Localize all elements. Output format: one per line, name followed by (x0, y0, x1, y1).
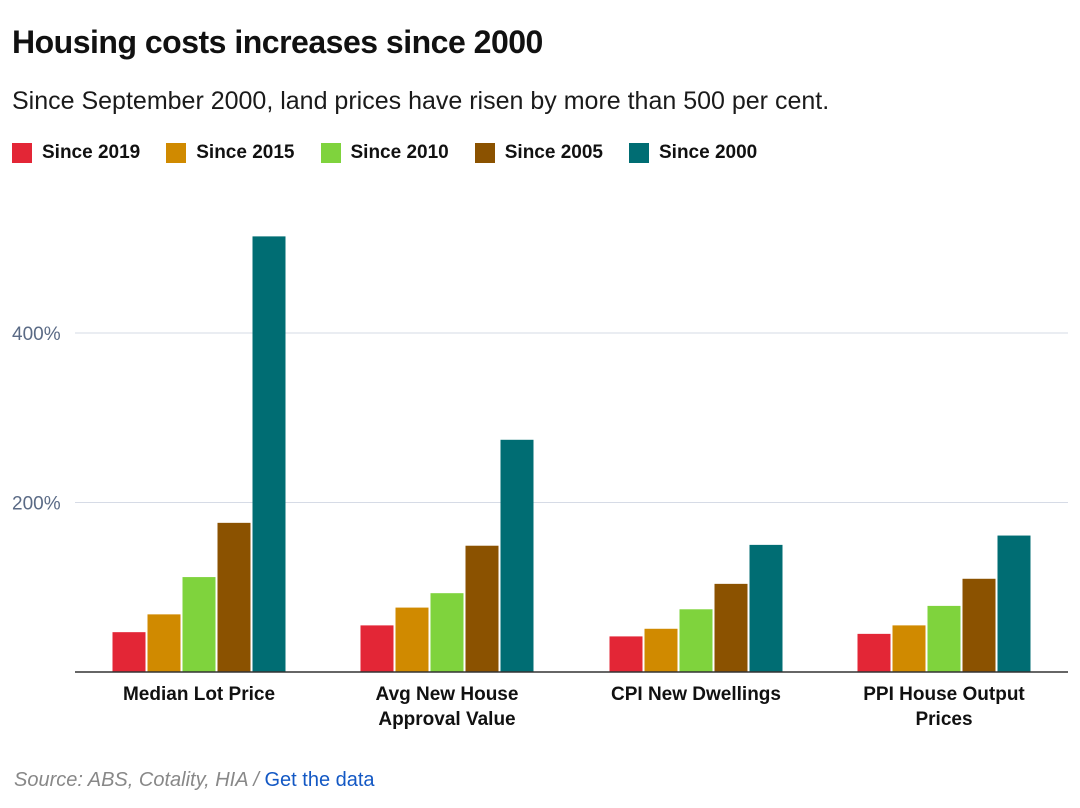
legend-swatch-since-2010 (320, 143, 341, 163)
get-the-data-link[interactable]: Get the data (264, 769, 375, 791)
bar (892, 625, 926, 672)
bar (430, 593, 464, 672)
bar (644, 628, 678, 672)
bar (609, 636, 643, 672)
legend-item-since-2005: Since 2005 (474, 142, 603, 164)
legend-label: Since 2005 (504, 142, 603, 163)
bar (182, 577, 216, 672)
bar (749, 544, 783, 672)
legend: Since 2019 Since 2015 Since 2010 Since 2… (12, 140, 783, 166)
bar (465, 545, 499, 672)
legend-item-since-2010: Since 2010 (320, 142, 449, 164)
bar (360, 625, 394, 672)
bar (927, 605, 961, 672)
source-separator: / (247, 769, 265, 791)
bar (112, 632, 146, 672)
legend-item-since-2019: Since 2019 (12, 142, 140, 164)
bar (679, 609, 713, 672)
bar (217, 522, 251, 672)
chart-subtitle: Since September 2000, land prices have r… (12, 87, 830, 115)
bar (962, 578, 996, 672)
bar (395, 607, 429, 672)
chart-title: Housing costs increases since 2000 (12, 24, 543, 60)
y-tick-label: 200% (12, 494, 61, 515)
legend-swatch-since-2005 (474, 143, 495, 163)
x-tick-label: Approval Value (378, 709, 515, 730)
legend-item-since-2015: Since 2015 (166, 142, 295, 164)
source-line: Source: ABS, Cotality, HIA / Get the dat… (14, 767, 375, 793)
legend-label: Since 2000 (659, 142, 758, 163)
bar (997, 535, 1031, 672)
x-tick-label: Prices (915, 709, 972, 730)
x-tick-label: CPI New Dwellings (611, 684, 781, 705)
legend-label: Since 2010 (350, 142, 449, 163)
bar (500, 439, 534, 672)
legend-label: Since 2015 (196, 142, 295, 163)
legend-swatch-since-2015 (166, 143, 187, 163)
bar (147, 614, 181, 672)
bar (252, 236, 286, 672)
x-tick-label: PPI House Output (863, 684, 1025, 705)
legend-swatch-since-2000 (629, 143, 649, 163)
y-tick-label: 400% (12, 324, 61, 345)
bar (857, 633, 891, 672)
source-text: Source: ABS, Cotality, HIA (14, 769, 248, 791)
x-tick-label: Avg New House (376, 684, 519, 705)
legend-label: Since 2019 (42, 142, 141, 163)
legend-item-since-2000: Since 2000 (629, 142, 757, 164)
x-tick-label: Median Lot Price (123, 684, 275, 705)
legend-swatch-since-2019 (12, 143, 32, 163)
bar (714, 583, 748, 672)
